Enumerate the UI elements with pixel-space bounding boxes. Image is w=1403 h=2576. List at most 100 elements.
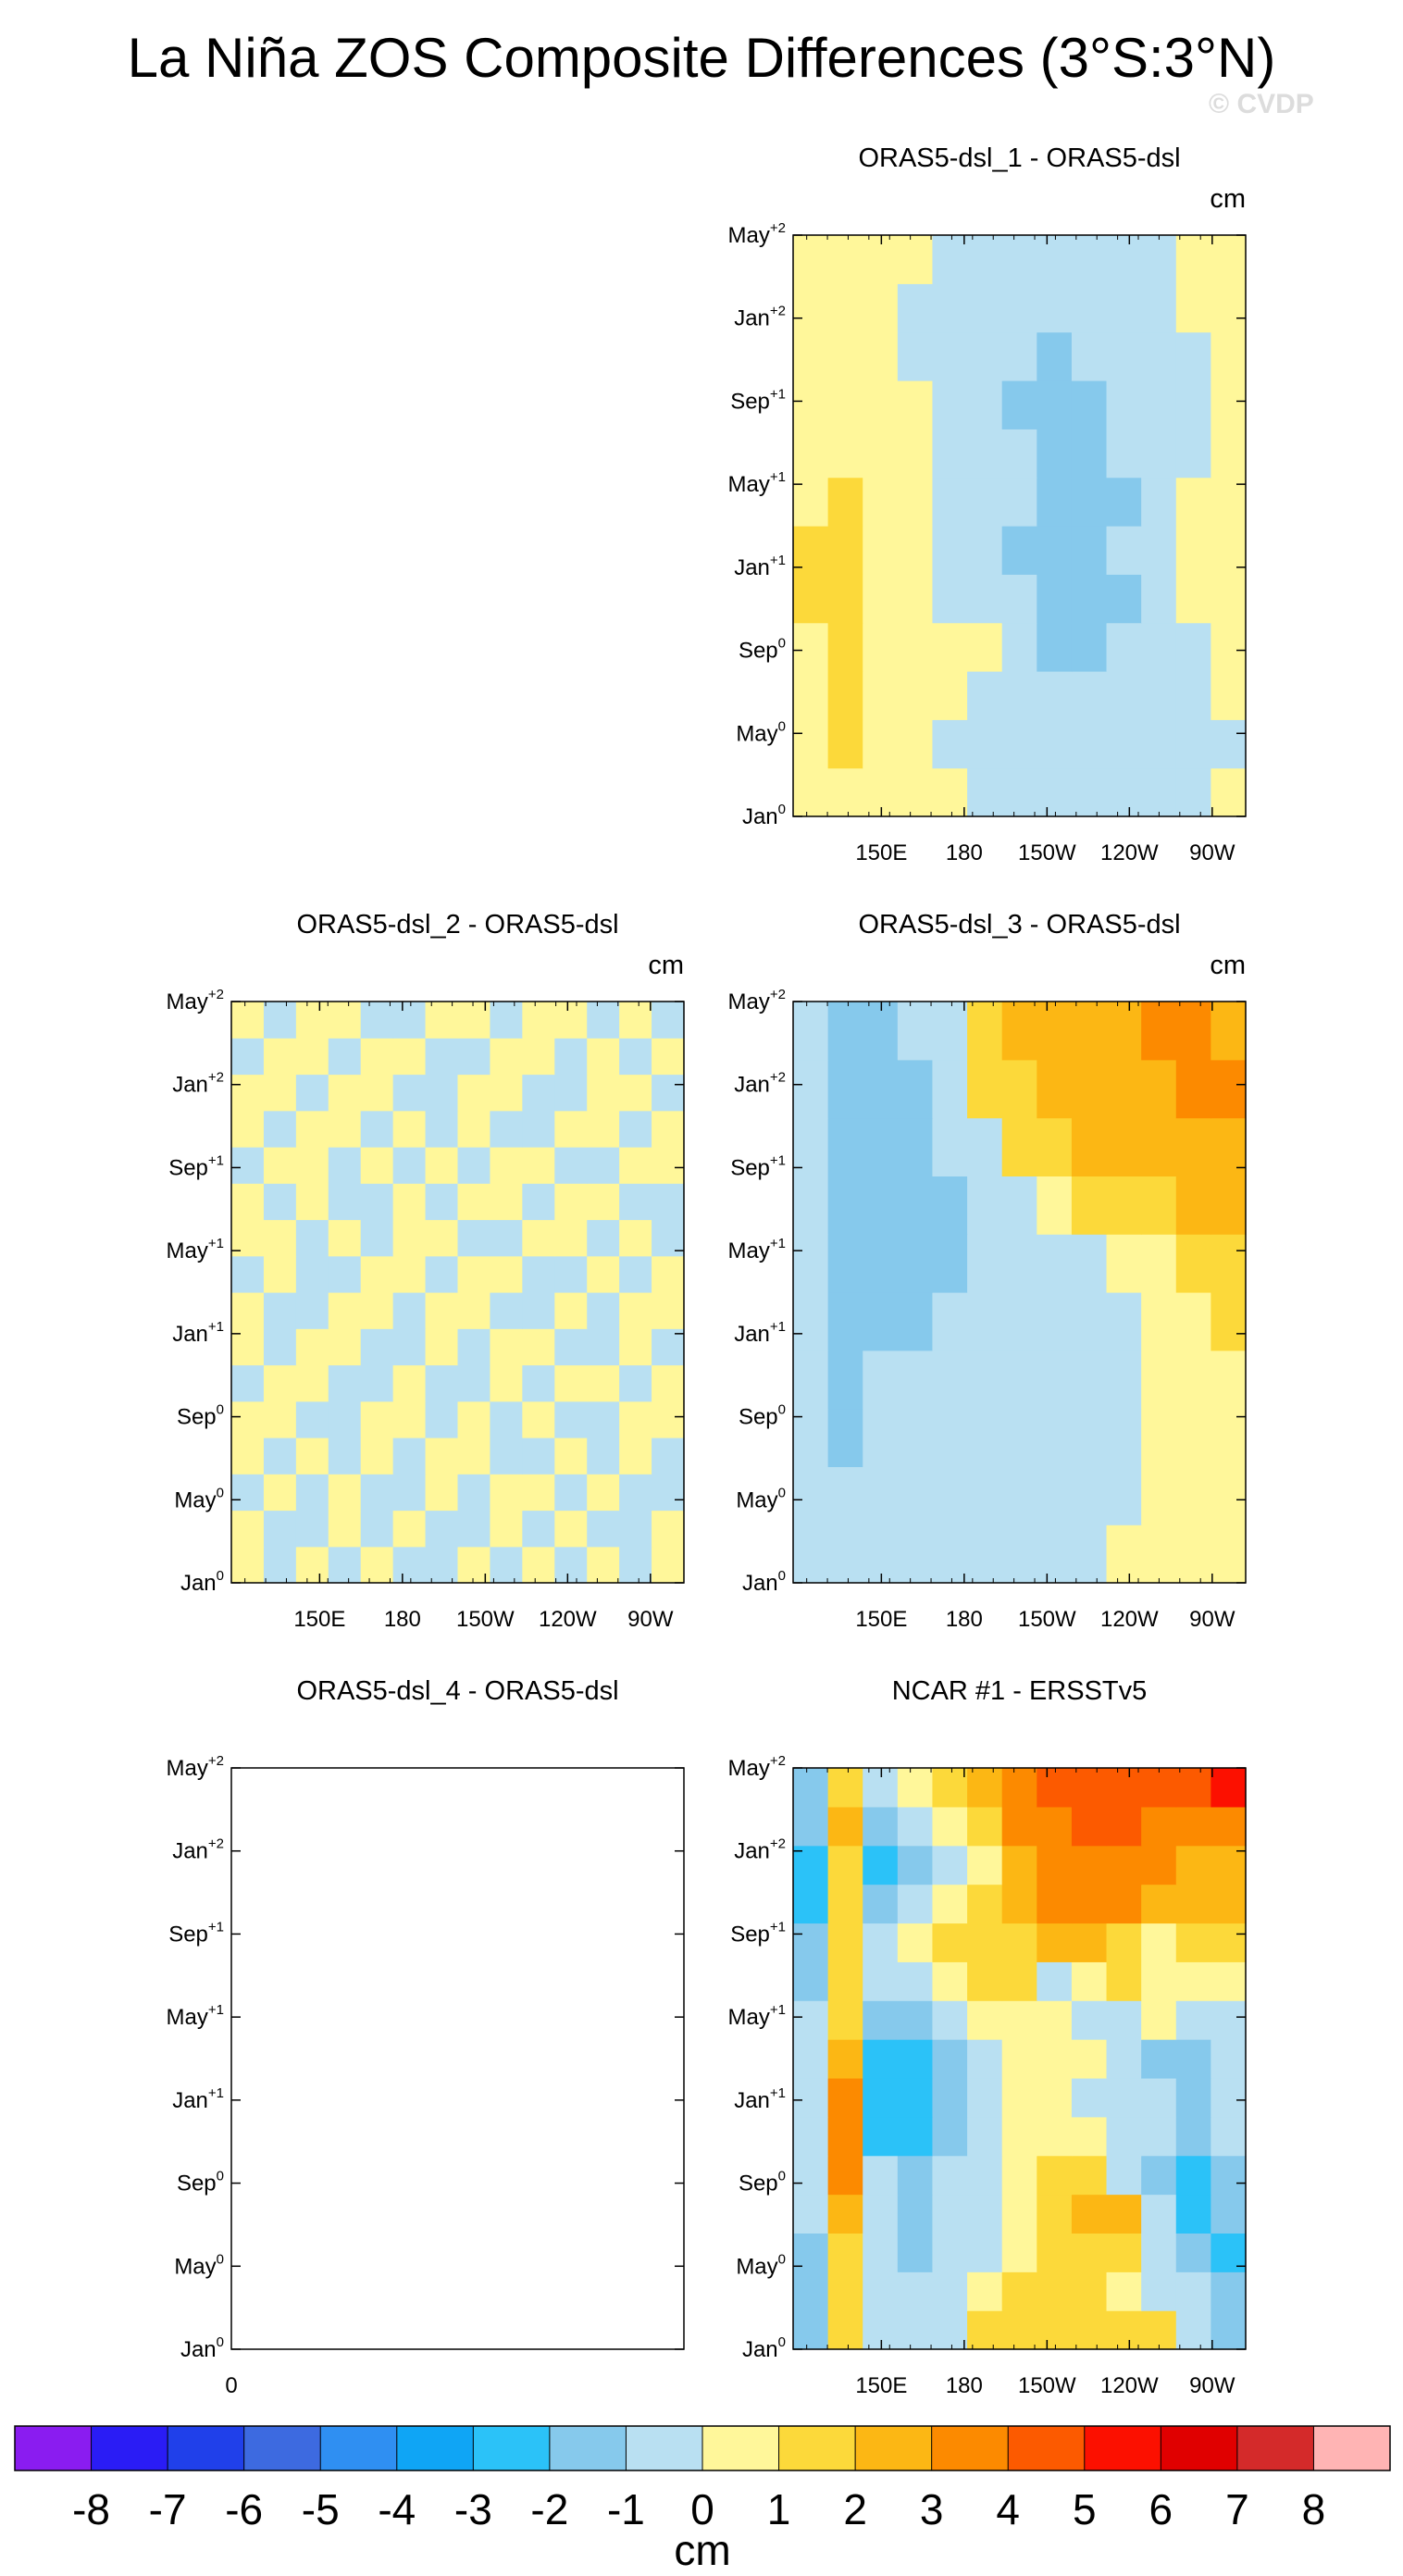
heatmap-cell <box>392 1328 427 1366</box>
heatmap-cell <box>1141 477 1177 527</box>
heatmap-cell <box>863 1350 899 1410</box>
heatmap-cell <box>1071 1350 1108 1410</box>
heatmap-cell <box>1175 235 1211 284</box>
heatmap-cell <box>263 1074 297 1112</box>
heatmap-cell <box>1211 1059 1247 1119</box>
heatmap-cell <box>295 1255 329 1293</box>
heatmap-cell <box>897 526 934 575</box>
heatmap-cell <box>522 1183 555 1221</box>
heatmap-cell <box>897 2271 934 2311</box>
heatmap-cell <box>932 1466 968 1525</box>
x-tick-label: 150W <box>1018 1607 1076 1632</box>
heatmap-cell <box>1071 1806 1108 1847</box>
heatmap-cell <box>1037 429 1073 479</box>
heatmap-cell <box>360 1074 394 1112</box>
heatmap-cell <box>1071 1768 1108 1808</box>
heatmap-cell <box>1141 1234 1177 1293</box>
heatmap-cell <box>967 574 1003 624</box>
heatmap-cell <box>1001 2233 1037 2272</box>
colorbar-tick-label: -6 <box>225 2485 263 2533</box>
heatmap-cell <box>1001 1884 1037 1924</box>
heatmap-cell <box>1037 1884 1073 1924</box>
heatmap-cell <box>863 2077 899 2118</box>
heatmap-cell <box>1071 2310 1108 2350</box>
heatmap-cell <box>1211 767 1247 817</box>
heatmap-cell <box>1175 380 1211 429</box>
heatmap-cell <box>619 1038 652 1076</box>
heatmap-cell <box>793 1059 829 1119</box>
heatmap-cell <box>863 1002 899 1061</box>
heatmap-cell <box>295 1183 329 1221</box>
heatmap-cell <box>554 1255 588 1293</box>
heatmap-cell <box>967 1292 1003 1351</box>
heatmap-cell <box>967 671 1003 720</box>
heatmap-cell <box>793 283 829 333</box>
heatmap-cell <box>1175 1768 1211 1808</box>
heatmap-cell <box>1001 2077 1037 2118</box>
heatmap-cell <box>587 1255 620 1293</box>
heatmap-cell <box>360 1183 394 1221</box>
plot-frame <box>792 1001 1247 1584</box>
colorbar-tick-label: 4 <box>996 2485 1020 2533</box>
panel-4: ORAS5-dsl_4 - ORAS5-dsl Jan0 May0 Sep0 Jan+1… <box>167 1676 685 2398</box>
heatmap-cell <box>554 1437 588 1475</box>
heatmap-cell <box>1001 1117 1037 1176</box>
heatmap-cell <box>554 1038 588 1076</box>
y-tick-label: Sep+1 <box>730 1919 786 1947</box>
heatmap-cell <box>1071 719 1108 769</box>
heatmap-cell <box>1106 477 1142 527</box>
y-tick-label: Jan+2 <box>734 1836 786 1864</box>
heatmap-cell <box>554 1510 588 1548</box>
heatmap-cell <box>932 2310 968 2350</box>
heatmap-cell <box>587 1002 620 1039</box>
heatmap-cell <box>587 1183 620 1221</box>
heatmap-cell <box>231 1183 265 1221</box>
colorbar-tick-label: -3 <box>454 2485 492 2533</box>
heatmap-cell <box>932 380 968 429</box>
heatmap-cell <box>793 1408 829 1467</box>
heatmap-cell <box>1037 235 1073 284</box>
heatmap-cell <box>1106 2194 1142 2234</box>
heatmap-cell <box>425 1364 459 1402</box>
x-tick-label: 180 <box>946 1607 983 1632</box>
heatmap-cell <box>392 1219 427 1257</box>
colorbar-swatch <box>1008 2426 1086 2470</box>
colorbar-tick-label: -4 <box>378 2485 416 2533</box>
heatmap-cell <box>863 1408 899 1467</box>
heatmap-cell <box>522 1546 555 1584</box>
heatmap-cell <box>1106 2155 1142 2196</box>
heatmap-cell <box>1071 331 1108 381</box>
heatmap-cell <box>967 1117 1003 1176</box>
heatmap-cell <box>1175 622 1211 672</box>
colorbar-tick-label: 6 <box>1149 2485 1173 2533</box>
heatmap-cell <box>897 1806 934 1847</box>
heatmap-cell <box>263 1292 297 1329</box>
heatmap-cell <box>1211 235 1247 284</box>
y-tick-label: May+1 <box>167 1236 224 1263</box>
heatmap-cell <box>1211 1524 1247 1584</box>
heatmap-cell <box>1211 331 1247 381</box>
colorbar-swatch <box>626 2426 703 2470</box>
heatmap-cell <box>1001 477 1037 527</box>
heatmap-cell <box>1001 283 1037 333</box>
heatmap-cell <box>295 1510 329 1548</box>
heatmap-cell <box>863 1176 899 1235</box>
heatmap-cell <box>360 1147 394 1184</box>
heatmap-cell <box>425 1074 459 1112</box>
heatmap-cell <box>897 1408 934 1467</box>
heatmap-cell <box>263 1147 297 1184</box>
colorbar-tick-label: 3 <box>920 2485 944 2533</box>
heatmap-cell <box>425 1255 459 1293</box>
heatmap-cell <box>619 1147 652 1184</box>
heatmap-cell <box>827 574 863 624</box>
units-label: cm <box>1210 951 1246 980</box>
heatmap-cell <box>1071 2039 1108 2079</box>
heatmap-cell <box>392 1437 427 1475</box>
heatmap-cell <box>328 1437 362 1475</box>
heatmap-cell <box>1175 2000 1211 2040</box>
heatmap-cell <box>360 1002 394 1039</box>
heatmap-cells <box>793 1768 1247 2350</box>
heatmap-cell <box>587 1437 620 1475</box>
heatmap-cell <box>827 2077 863 2118</box>
heatmap-cell <box>1211 719 1247 769</box>
